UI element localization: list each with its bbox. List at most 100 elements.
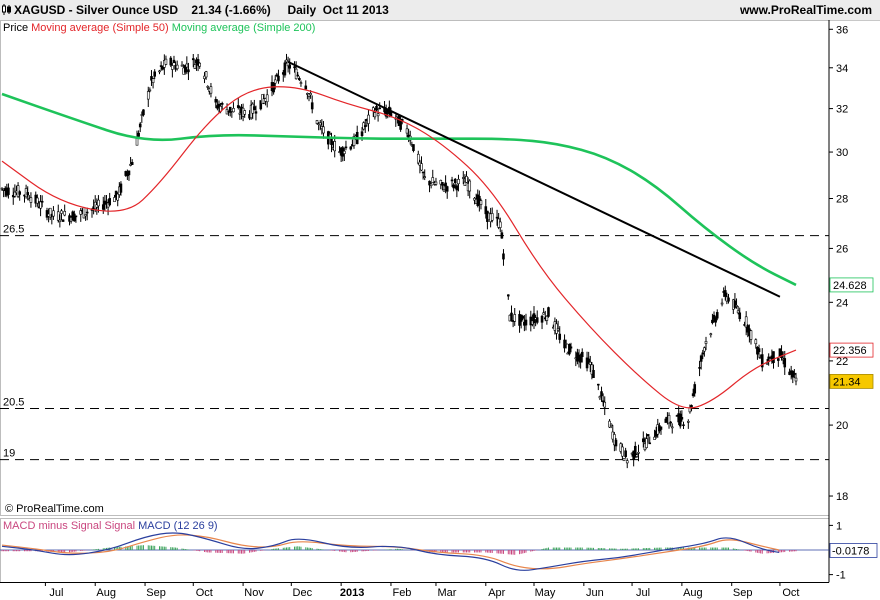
candle-body (592, 370, 595, 379)
price-plot-frame (0, 20, 830, 516)
candle-body (463, 181, 467, 186)
candle-body (579, 356, 582, 363)
candle-body (777, 358, 780, 361)
candle-body (765, 362, 769, 365)
level-label: 19 (3, 448, 15, 460)
y-tick-label: 18 (836, 491, 848, 503)
candle-body (405, 128, 409, 134)
candle-body (84, 214, 87, 217)
credit-label: © ProRealTime.com (5, 503, 104, 515)
candle-body (344, 146, 348, 149)
candle-body (265, 94, 269, 103)
x-tick-label: Nov (244, 587, 264, 599)
x-tick-label: Oct (782, 587, 799, 599)
candle-body (127, 170, 131, 176)
candle-body (288, 64, 292, 69)
candle-body (585, 357, 589, 369)
y-tick-label: 20 (836, 420, 848, 432)
x-tick-label: Dec (293, 587, 313, 599)
candle-body (254, 111, 258, 114)
candle-body (659, 426, 663, 430)
candle-body (58, 219, 62, 223)
y-tick-label: 28 (836, 194, 848, 206)
candle-body (206, 86, 210, 88)
candle-body (161, 66, 165, 70)
candle-body (18, 191, 21, 195)
candle-body (682, 424, 685, 427)
last-value-tag (829, 342, 874, 358)
candle-body (283, 62, 287, 76)
candle-body (772, 351, 775, 363)
candle-body (52, 210, 55, 217)
x-tick-label: Oct (196, 587, 213, 599)
candle-body (26, 192, 30, 196)
candle-body (36, 197, 39, 204)
site-link[interactable]: www.ProRealTime.com (739, 3, 872, 17)
candle-body (749, 330, 753, 340)
candle-body (310, 102, 314, 110)
candle-body (500, 232, 504, 239)
candle-body (490, 213, 494, 221)
period-label: Daily Oct 11 2013 (287, 3, 389, 17)
candle-body (597, 383, 600, 386)
candle-body (13, 191, 17, 197)
candle-body (378, 107, 382, 110)
last-quote: 21.34 (-1.66%) (191, 3, 271, 17)
candle-body (625, 460, 629, 464)
candle-body (61, 219, 65, 222)
candle-body (183, 65, 187, 73)
candle-body (502, 253, 505, 260)
candle-body (521, 316, 525, 319)
candle-body (322, 126, 325, 134)
candle-body (85, 211, 89, 214)
candle-body (299, 82, 303, 84)
candle-body (645, 438, 648, 448)
candle-body (547, 307, 550, 317)
candle-body (457, 179, 460, 185)
candle-body (738, 312, 742, 320)
y-tick-label: 26 (836, 243, 848, 255)
candle-body (137, 132, 140, 137)
x-tick-label: Sep (733, 587, 753, 599)
resistance-trendline (287, 60, 781, 298)
candle-body (253, 106, 256, 111)
candle-body (691, 393, 695, 397)
candle-body (498, 221, 502, 228)
candle-body (56, 211, 60, 221)
candle-body (187, 69, 190, 73)
candle-body (376, 113, 380, 117)
candle-body (600, 391, 603, 397)
macd-tick-label: -1 (836, 570, 846, 582)
candle-body (783, 358, 787, 368)
candle-body (693, 384, 697, 394)
candle-body (185, 63, 189, 68)
candle-body (468, 180, 472, 192)
candle-body (590, 364, 594, 375)
candle-body (727, 297, 730, 302)
candle-body (330, 137, 333, 145)
candle-body (455, 185, 459, 191)
candle-body (113, 197, 116, 203)
candle-body (196, 59, 200, 66)
candle-body (678, 413, 682, 427)
candle-body (461, 177, 465, 179)
candle-body (73, 213, 76, 222)
candle-body (428, 180, 431, 186)
candle-body (699, 355, 703, 362)
candle-body (48, 207, 52, 218)
candle-body (564, 343, 568, 345)
candle-body (754, 339, 758, 345)
y-tick-label: 22 (836, 356, 848, 368)
candle-body (277, 75, 280, 82)
candle-body (373, 112, 377, 118)
candle-body (216, 105, 219, 109)
candle-body (286, 60, 290, 67)
x-tick-label: Mar (437, 587, 456, 599)
candle-body (720, 302, 724, 305)
candle-body (542, 312, 545, 315)
candle-body (236, 105, 240, 108)
candle-body (318, 122, 322, 126)
candle-body (130, 162, 134, 165)
candle-body (621, 446, 624, 457)
